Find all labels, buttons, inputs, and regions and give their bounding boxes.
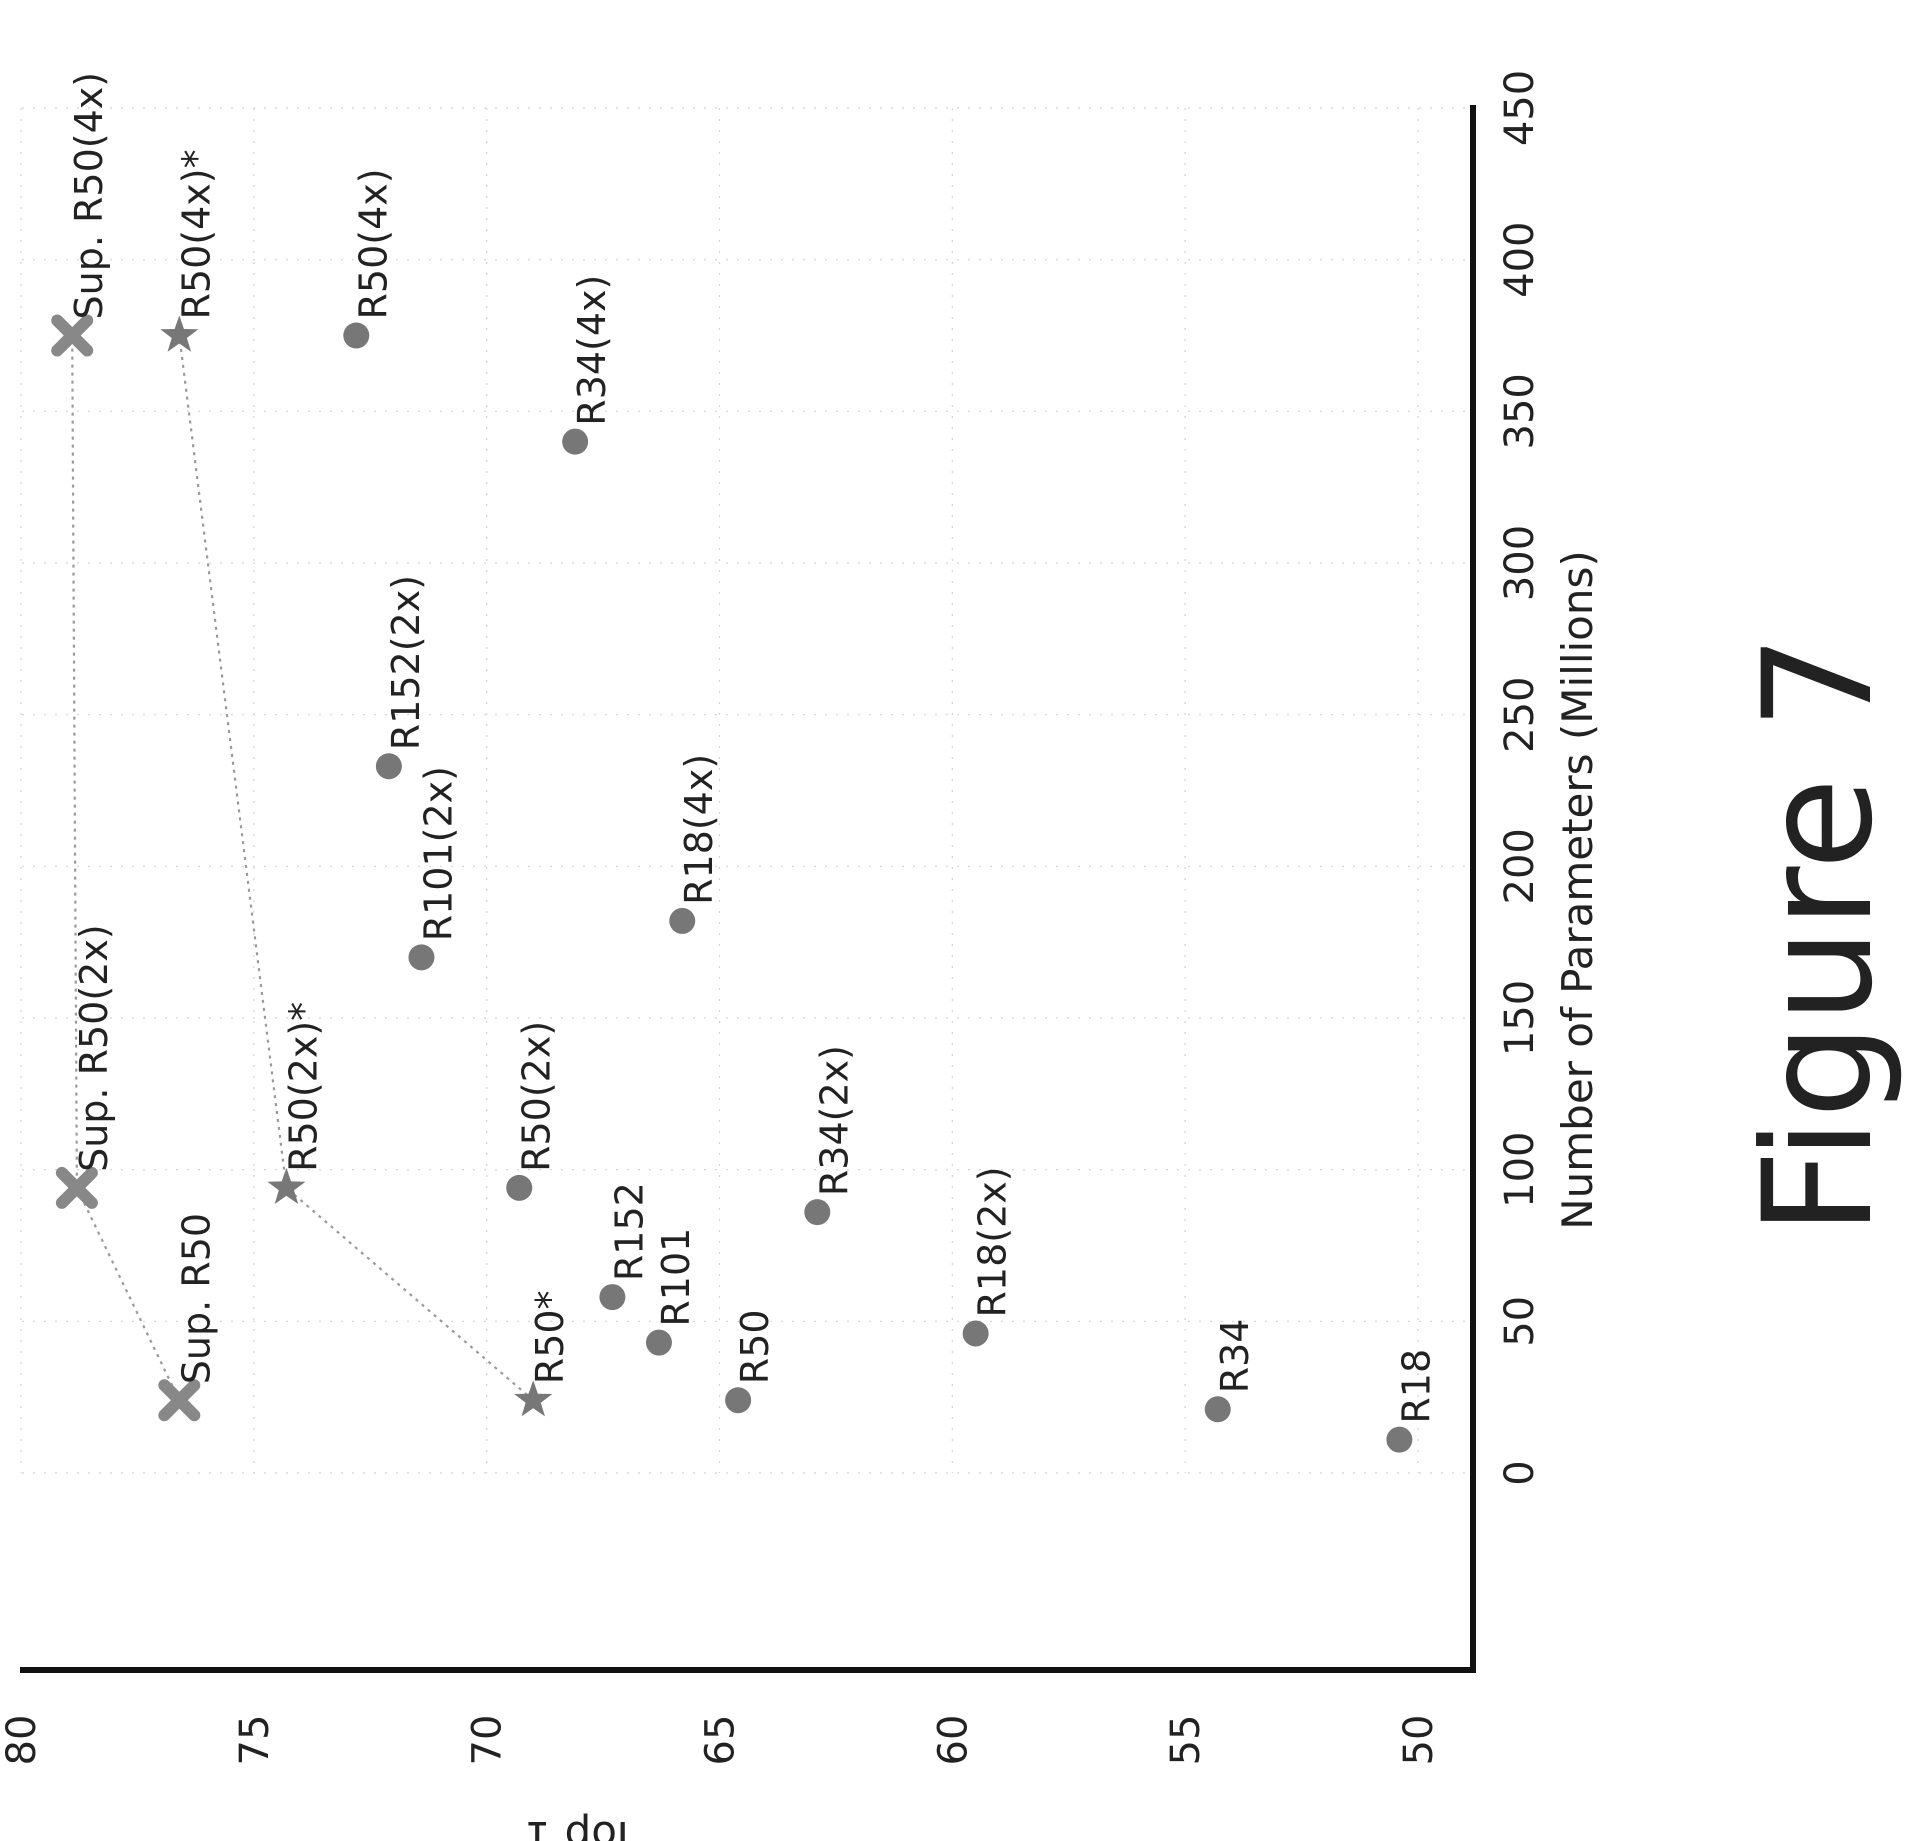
point-label: R152(2x) [384, 575, 428, 750]
y-tick-label: 65 [698, 1715, 744, 1766]
point-label: R50* [528, 1290, 572, 1384]
x-tick-label: 250 [1497, 676, 1543, 752]
data-point-circle [669, 907, 696, 934]
x-tick-label: 50 [1497, 1296, 1543, 1347]
data-point-circle [804, 1199, 831, 1226]
point-label: R18(4x) [677, 754, 721, 905]
data-point-circle [1204, 1396, 1231, 1423]
point-label: R50(2x)* [281, 1002, 325, 1172]
x-axis-label: Number of Parameters (Millions) [1553, 550, 1602, 1230]
data-point-cross [51, 314, 94, 357]
point-label: R18 [1394, 1349, 1438, 1424]
axes [20, 105, 1476, 1673]
y-tick-label: 70 [465, 1715, 511, 1766]
y-axis-label: Top 1 [525, 1812, 637, 1841]
x-tick-label: 150 [1497, 980, 1543, 1056]
series-connector-line [178, 335, 534, 1402]
data-point-cross [158, 1379, 201, 1422]
data-marks [51, 314, 1413, 1453]
y-tick-label: 80 [0, 1715, 45, 1766]
data-point-circle [375, 753, 402, 780]
point-label: R34(2x) [812, 1045, 856, 1196]
x-tick-label: 300 [1497, 525, 1543, 601]
data-point-circle [725, 1387, 752, 1414]
data-point-cross [55, 1166, 98, 1209]
y-tick-label: 55 [1163, 1715, 1209, 1766]
y-tick-label: 60 [930, 1715, 976, 1766]
point-label: Sup. R50 [174, 1213, 218, 1384]
point-label: R50(4x) [351, 168, 395, 319]
data-point-star [160, 315, 199, 352]
x-tick-label: 100 [1497, 1131, 1543, 1207]
tick-labels: 0 50 100 150 200 250 300 350 400 450 50 55 60 65 70 75 8… [0, 70, 1543, 1766]
point-label: R34(4x) [570, 275, 614, 426]
x-tick-label: 450 [1497, 70, 1543, 146]
data-point-circle [645, 1329, 672, 1356]
data-point-star [267, 1167, 306, 1204]
data-point-circle [1386, 1426, 1413, 1453]
series-connector-line [71, 335, 181, 1401]
point-label: R50(4x)* [174, 149, 218, 319]
data-point-circle [343, 322, 370, 349]
grid-layer [20, 107, 1473, 1474]
data-point-circle [599, 1284, 626, 1311]
x-tick-label: 200 [1497, 828, 1543, 904]
point-label: R152 [607, 1182, 651, 1281]
point-label: R101 [654, 1228, 698, 1327]
point-label: R101(2x) [417, 766, 461, 941]
point-label: R50(2x) [514, 1021, 558, 1172]
point-label: R34 [1213, 1319, 1257, 1394]
series-lines [71, 335, 534, 1402]
x-tick-label: 0 [1497, 1460, 1543, 1485]
x-tick-label: 350 [1497, 373, 1543, 449]
data-point-star [514, 1380, 553, 1417]
data-point-circle [962, 1320, 989, 1347]
point-label: R50 [733, 1309, 777, 1384]
point-label: Sup. R50(4x) [67, 72, 111, 320]
y-tick-label: 50 [1396, 1715, 1442, 1766]
x-tick-label: 400 [1497, 221, 1543, 297]
figure-caption: Figure 7 [1732, 634, 1906, 1235]
data-point-circle [506, 1174, 533, 1201]
point-label: R18(2x) [971, 1166, 1015, 1317]
data-point-circle [562, 428, 589, 455]
point-label: Sup. R50(2x) [72, 924, 116, 1172]
y-tick-label: 75 [232, 1715, 278, 1766]
data-point-circle [408, 944, 435, 971]
